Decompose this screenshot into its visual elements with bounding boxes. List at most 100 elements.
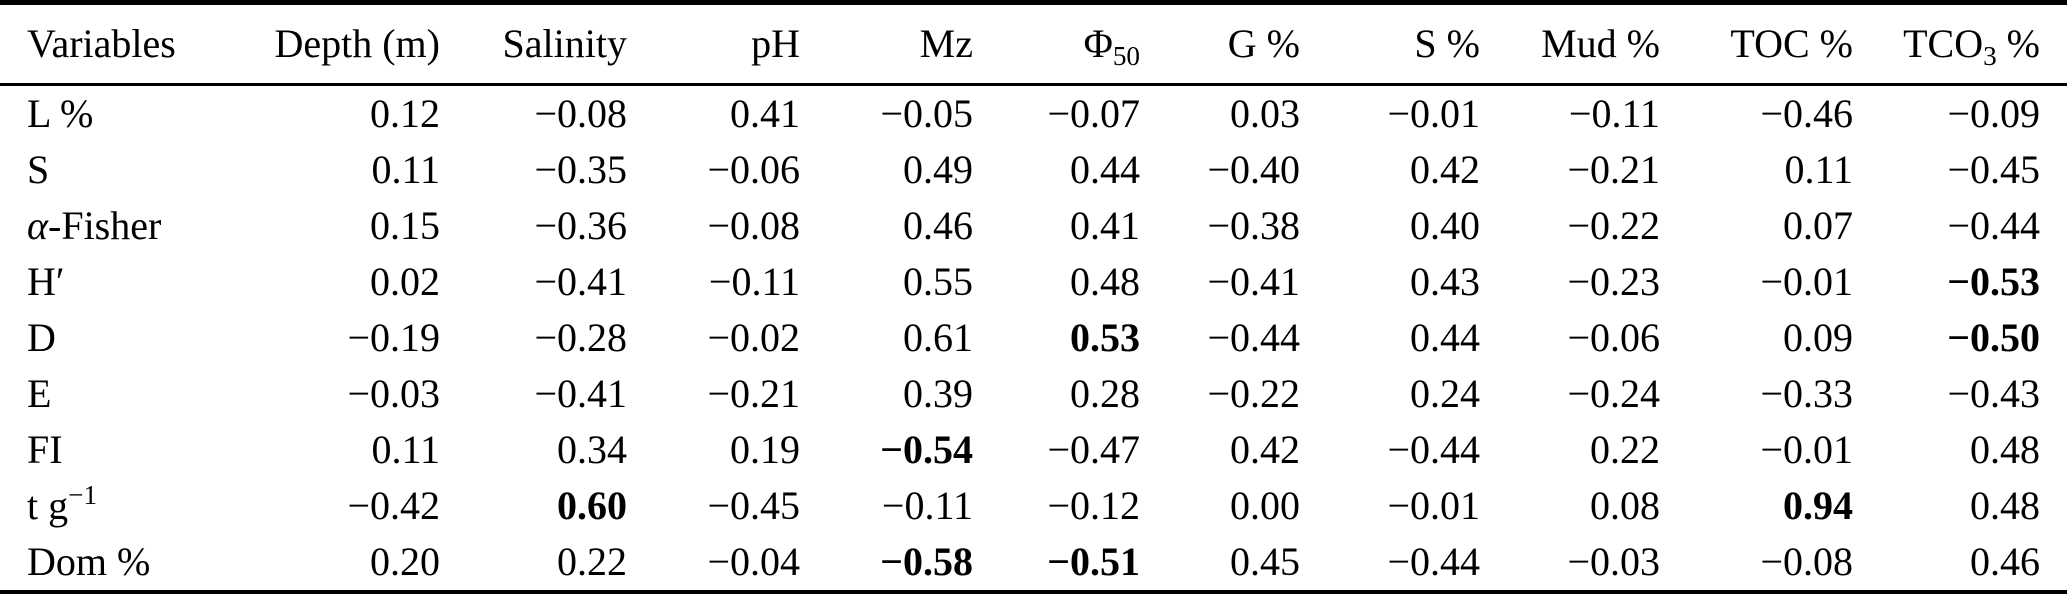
value-cell: −0.09 — [1947, 91, 2040, 136]
value-cell: 0.02 — [370, 259, 440, 304]
label-fragment: % — [1996, 21, 2040, 66]
value-cell: −0.01 — [1760, 259, 1853, 304]
column-header: Φ50 — [973, 3, 1140, 85]
column-header: pH — [627, 3, 800, 85]
value-cell: 0.42 — [1230, 427, 1300, 472]
label-fragment: −1 — [68, 480, 98, 511]
value-cell: −0.24 — [1567, 371, 1660, 416]
value-cell: −0.33 — [1760, 371, 1853, 416]
label-fragment: TCO — [1903, 21, 1984, 66]
value-cell: 0.15 — [370, 203, 440, 248]
table-row: t g−1 −0.42 0.60 −0.45 −0.11 −0.12 0.00 −0.01 0.… — [0, 478, 2067, 534]
value-cell: −0.12 — [1047, 483, 1140, 528]
row-label: D — [0, 310, 185, 366]
table-row: L % 0.12 −0.08 0.41 −0.05 −0.07 0.03 −0.01 −0.11… — [0, 85, 2067, 143]
value-cell: −0.46 — [1760, 91, 1853, 136]
column-header: S % — [1300, 3, 1480, 85]
value-cell: −0.58 — [880, 539, 973, 584]
value-cell: −0.43 — [1947, 371, 2040, 416]
value-cell: 0.12 — [370, 91, 440, 136]
value-cell: 0.22 — [1590, 427, 1660, 472]
value-cell: 0.09 — [1783, 315, 1853, 360]
label-fragment: Dom % — [27, 539, 151, 584]
value-cell: 0.43 — [1410, 259, 1480, 304]
value-cell: −0.11 — [881, 483, 973, 528]
value-cell: −0.42 — [347, 483, 440, 528]
value-cell: −0.03 — [1567, 539, 1660, 584]
value-cell: −0.06 — [1567, 315, 1660, 360]
label-fragment: 3 — [1983, 40, 1997, 71]
label-fragment: H′ — [27, 259, 65, 304]
column-header: Salinity — [440, 3, 627, 85]
value-cell: 0.40 — [1410, 203, 1480, 248]
value-cell: −0.41 — [1207, 259, 1300, 304]
value-cell: −0.35 — [534, 147, 627, 192]
row-label: S — [0, 142, 185, 198]
value-cell: −0.38 — [1207, 203, 1300, 248]
label-fragment: 50 — [1112, 40, 1140, 71]
value-cell: 0.53 — [1070, 315, 1140, 360]
table-row: α-Fisher 0.15 −0.36 −0.08 0.46 0.41 −0.38 0.40 −… — [0, 198, 2067, 254]
value-cell: −0.41 — [534, 259, 627, 304]
table-row: H′ 0.02 −0.41 −0.11 0.55 0.48 −0.41 0.43 −0.23 −0… — [0, 254, 2067, 310]
value-cell: −0.01 — [1760, 427, 1853, 472]
label-fragment: L % — [27, 91, 94, 136]
table-row: Dom % 0.20 0.22 −0.04 −0.58 −0.51 0.45 −0.44 −0.… — [0, 534, 2067, 592]
value-cell: 0.60 — [557, 483, 627, 528]
table-head: Variables Depth (m) Salinity pH Mz Φ50 G % S % M… — [0, 3, 2067, 85]
column-header: Variables — [0, 3, 185, 85]
value-cell: 0.24 — [1410, 371, 1480, 416]
label-fragment: Variables — [27, 21, 176, 66]
row-label: α-Fisher — [0, 198, 185, 254]
value-cell: −0.11 — [708, 259, 800, 304]
value-cell: −0.45 — [1947, 147, 2040, 192]
value-cell: −0.40 — [1207, 147, 1300, 192]
value-cell: −0.21 — [707, 371, 800, 416]
value-cell: 0.46 — [903, 203, 973, 248]
value-cell: −0.01 — [1387, 91, 1480, 136]
label-fragment: Mz — [919, 21, 973, 66]
row-label: Dom % — [0, 534, 185, 592]
label-fragment: t g — [27, 483, 69, 528]
value-cell: 0.46 — [1970, 539, 2040, 584]
row-label: H′ — [0, 254, 185, 310]
value-cell: 0.07 — [1783, 203, 1853, 248]
table-body: L % 0.12 −0.08 0.41 −0.05 −0.07 0.03 −0.01 −0.11… — [0, 85, 2067, 593]
column-header: Mz — [800, 3, 973, 85]
table-row: D −0.19 −0.28 −0.02 0.61 0.53 −0.44 0.44 −0.06 0.… — [0, 310, 2067, 366]
label-fragment: E — [27, 371, 52, 416]
value-cell: 0.45 — [1230, 539, 1300, 584]
row-label: L % — [0, 85, 185, 143]
value-cell: 0.39 — [903, 371, 973, 416]
label-fragment: Mud % — [1541, 21, 1660, 66]
table-row: FI 0.11 0.34 0.19 −0.54 −0.47 0.42 −0.44 0.22 −0.… — [0, 422, 2067, 478]
value-cell: 0.61 — [903, 315, 973, 360]
value-cell: −0.04 — [707, 539, 800, 584]
value-cell: 0.19 — [730, 427, 800, 472]
value-cell: −0.23 — [1567, 259, 1660, 304]
value-cell: 0.41 — [730, 91, 800, 136]
value-cell: −0.51 — [1047, 539, 1140, 584]
value-cell: −0.08 — [1760, 539, 1853, 584]
row-label: FI — [0, 422, 185, 478]
value-cell: 0.34 — [557, 427, 627, 472]
label-fragment: Depth (m) — [274, 21, 440, 66]
value-cell: 0.22 — [557, 539, 627, 584]
label-fragment: S % — [1414, 21, 1480, 66]
value-cell: −0.06 — [707, 147, 800, 192]
label-fragment: FI — [27, 427, 63, 472]
value-cell: −0.08 — [534, 91, 627, 136]
value-cell: 0.94 — [1783, 483, 1853, 528]
value-cell: 0.48 — [1070, 259, 1140, 304]
value-cell: 0.44 — [1070, 147, 1140, 192]
value-cell: −0.54 — [880, 427, 973, 472]
value-cell: 0.11 — [371, 427, 440, 472]
label-fragment: G % — [1227, 21, 1300, 66]
value-cell: −0.08 — [707, 203, 800, 248]
value-cell: 0.48 — [1970, 483, 2040, 528]
value-cell: −0.21 — [1567, 147, 1660, 192]
row-label: E — [0, 366, 185, 422]
value-cell: 0.41 — [1070, 203, 1140, 248]
column-header: Mud % — [1480, 3, 1660, 85]
